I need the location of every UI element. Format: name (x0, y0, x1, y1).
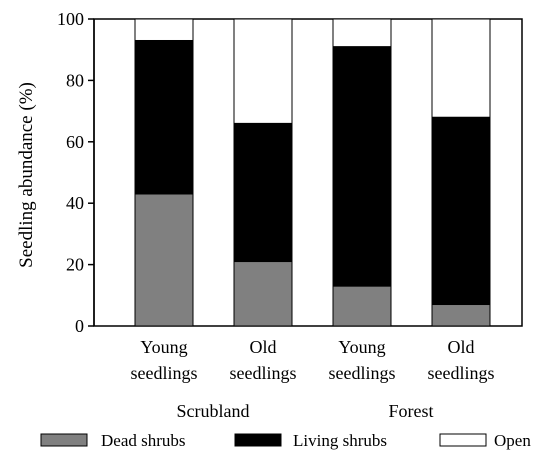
group-label-forest: Forest (389, 401, 434, 421)
legend-swatch-living-shrubs (234, 433, 282, 447)
x-label-4-line1: Old (448, 337, 475, 357)
legend-item-open: Open (439, 431, 531, 450)
bar-2-open (233, 18, 293, 124)
bar-4-dead-shrubs (431, 304, 491, 327)
legend-swatch-open (439, 433, 487, 447)
legend-swatch-dead-shrubs (40, 433, 88, 447)
x-label-3-line1: Young (338, 337, 385, 357)
y-tick-label-80: 80 (66, 70, 84, 90)
x-axis-labels: Young seedlings Old seedlings Young seedlings… (131, 337, 495, 383)
legend-label-living-shrubs: Living shrubs (293, 431, 387, 450)
x-label-4-line2: seedlings (428, 363, 495, 383)
y-tick-label-40: 40 (66, 193, 84, 213)
y-tick-label-20: 20 (66, 255, 84, 275)
x-label-2-line2: seedlings (230, 363, 297, 383)
y-tick-label-60: 60 (66, 132, 84, 152)
x-label-1-line1: Young (140, 337, 187, 357)
plot-area (93, 18, 523, 327)
x-label-1-line2: seedlings (131, 363, 198, 383)
y-axis: 0 20 40 60 80 100 (57, 9, 95, 336)
bar-1-living-shrubs (134, 39, 194, 195)
legend-item-living-shrubs: Living shrubs (234, 431, 387, 450)
legend-label-dead-shrubs: Dead shrubs (101, 431, 186, 450)
bar-4-living-shrubs (431, 116, 491, 306)
y-axis-title: Seedling abundance (%) (16, 82, 37, 268)
bar-1-open (134, 18, 194, 41)
group-label-scrubland: Scrubland (177, 401, 250, 421)
bar-1-dead-shrubs (134, 193, 194, 327)
bar-3-open (332, 18, 392, 48)
legend-label-open: Open (494, 431, 531, 450)
y-tick-label-100: 100 (57, 9, 84, 29)
x-label-3-line2: seedlings (329, 363, 396, 383)
bar-3-living-shrubs (332, 46, 392, 287)
x-label-2-line1: Old (250, 337, 277, 357)
bar-4-open (431, 18, 491, 118)
y-tick-label-0: 0 (75, 316, 84, 336)
bar-2-dead-shrubs (233, 261, 293, 327)
legend: Dead shrubs Living shrubs Open (40, 431, 531, 450)
bar-3-dead-shrubs (332, 285, 392, 327)
legend-item-dead-shrubs: Dead shrubs (40, 431, 186, 450)
bar-2-living-shrubs (233, 122, 293, 263)
